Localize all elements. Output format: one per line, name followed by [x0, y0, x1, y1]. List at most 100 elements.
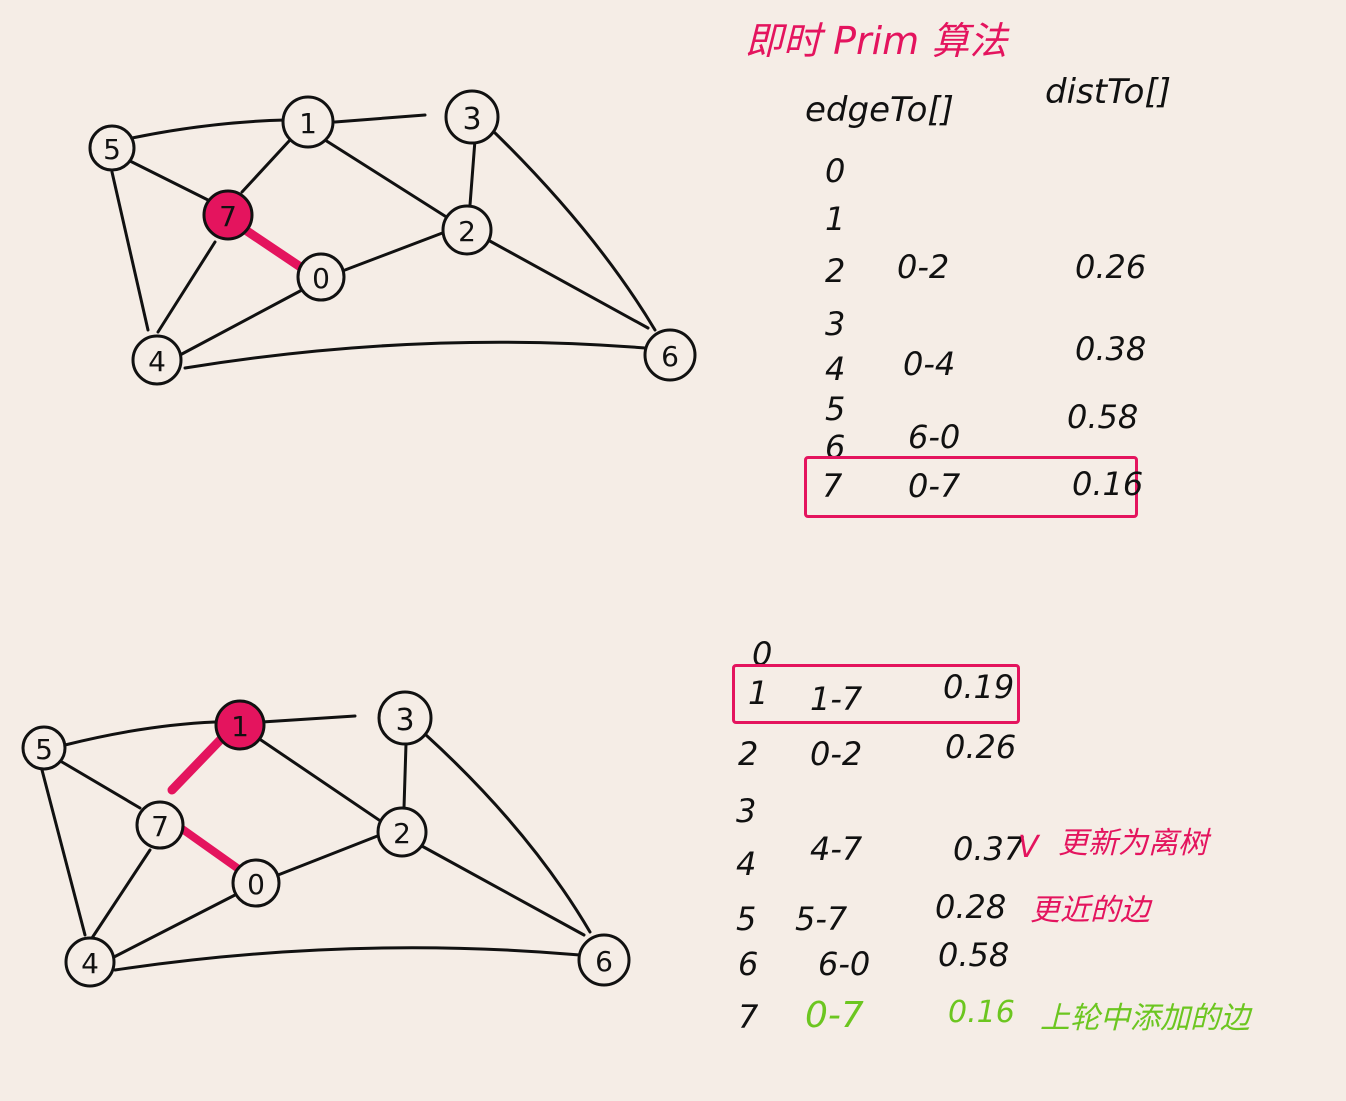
- edge-7-0-highlight: [233, 220, 307, 273]
- t2-row2-v: 2: [738, 735, 759, 773]
- svg-text:1: 1: [299, 107, 317, 140]
- edge-2-6: [486, 238, 650, 330]
- t2-row4-edge: 4-7: [810, 830, 863, 868]
- t1-row2-v: 2: [825, 252, 846, 290]
- graph2-edges: [40, 714, 592, 972]
- g2-node-1: 1: [214, 699, 266, 751]
- t1-row4-edge: 0-4: [903, 345, 956, 383]
- t2-row6-edge: 6-0: [818, 945, 871, 983]
- edge-0-4: [110, 893, 237, 960]
- g1-node-2: 2: [441, 204, 493, 256]
- page-title: 即时 Prim 算法: [745, 19, 1008, 63]
- g1-node-3: 3: [444, 89, 500, 145]
- svg-text:5: 5: [35, 733, 53, 766]
- t1-row6-edge: 6-0: [908, 418, 961, 456]
- edge-3-6: [488, 126, 657, 332]
- t1-row0-v: 0: [825, 152, 846, 190]
- t1-row6-dist: 0.58: [1067, 398, 1139, 436]
- g1-node-0: 0: [296, 252, 346, 302]
- note-last-round: 上轮中添加的边: [1040, 1001, 1250, 1036]
- edge-7-4: [90, 848, 152, 940]
- t1-row4-dist: 0.38: [1075, 330, 1147, 368]
- header-edgeto: edgeTo[]: [805, 90, 954, 130]
- t2-row6-v: 6: [738, 945, 759, 983]
- edge-5-1: [63, 720, 217, 747]
- t1-highlight-box: [804, 456, 1138, 518]
- svg-text:3: 3: [395, 703, 414, 738]
- edge-3-2: [468, 138, 477, 207]
- svg-text:6: 6: [661, 340, 679, 373]
- t2-highlight-box: [732, 664, 1020, 724]
- edge-5-7: [60, 760, 142, 810]
- t2-row1-v: 1: [748, 674, 769, 712]
- g2-node-6: 6: [577, 933, 631, 987]
- edge-5-1: [130, 118, 287, 140]
- svg-text:2: 2: [393, 817, 411, 850]
- edge-3-6: [424, 733, 592, 934]
- t2-row5-edge: 5-7: [795, 900, 848, 938]
- edge-3-2: [402, 742, 408, 810]
- g2-node-0: 0: [231, 858, 281, 908]
- svg-text:7: 7: [151, 810, 169, 843]
- t1-row2-dist: 0.26: [1075, 248, 1147, 286]
- g2-node-2: 2: [376, 806, 428, 858]
- edge-7-1-highlight: [167, 730, 230, 795]
- svg-text:4: 4: [81, 947, 99, 980]
- svg-text:3: 3: [462, 102, 481, 137]
- t2-row1-edge: 1-7: [810, 680, 863, 718]
- svg-text:1: 1: [231, 710, 249, 743]
- edge-1-3: [260, 714, 357, 724]
- t2-row3-v: 3: [736, 792, 757, 830]
- g1-node-4: 4: [131, 334, 183, 386]
- t1-row3-v: 3: [825, 305, 846, 343]
- t1-row7-edge: 0-7: [908, 467, 961, 505]
- edge-0-4: [178, 288, 304, 357]
- edge-5-7: [126, 158, 210, 202]
- svg-text:0: 0: [312, 262, 330, 295]
- edge-0-2: [343, 230, 447, 272]
- edge-1-2: [323, 138, 450, 220]
- note-update-line1: 更新为离树: [1058, 826, 1208, 861]
- svg-text:5: 5: [103, 133, 121, 166]
- g1-node-5: 5: [88, 124, 136, 172]
- edge-5-4: [110, 170, 150, 332]
- edge-4-6: [113, 946, 582, 972]
- t1-row2-edge: 0-2: [897, 248, 950, 286]
- g2-node-5: 5: [21, 725, 67, 771]
- edge-5-4: [40, 768, 87, 937]
- svg-text:0: 0: [247, 868, 265, 901]
- g2-node-3: 3: [377, 690, 433, 746]
- edge-1-3: [333, 113, 427, 124]
- t2-row5-v: 5: [736, 900, 757, 938]
- t2-row4-v: 4: [736, 845, 757, 883]
- g2-node-7: 7: [135, 800, 185, 850]
- t2-row7-dist: 0.16: [948, 995, 1015, 1030]
- svg-text:2: 2: [458, 215, 476, 248]
- t1-row4-v: 4: [825, 350, 846, 388]
- edge-7-4: [156, 240, 217, 334]
- t1-row1-v: 1: [825, 200, 846, 238]
- t2-row6-dist: 0.58: [938, 936, 1010, 974]
- t1-row5-v: 5: [825, 390, 846, 428]
- edge-1-7: [240, 138, 292, 194]
- header-distto: distTo[]: [1045, 72, 1171, 112]
- edge-4-6: [183, 340, 647, 370]
- svg-text:4: 4: [148, 345, 166, 378]
- note-update-line2: 更近的边: [1030, 893, 1150, 928]
- graph2-nodes: 5 1 3 7 2 0 4 6: [21, 690, 631, 988]
- g1-node-6: 6: [643, 328, 697, 382]
- graph1-nodes: 5 1 3 7 2 0 4 6: [88, 89, 697, 386]
- t2-row4-dist: 0.37: [953, 830, 1025, 868]
- t2-row7-edge: 0-7: [805, 995, 864, 1036]
- t2-row7-v: 7: [738, 998, 759, 1036]
- graph1-edges: [110, 113, 657, 370]
- t1-row7-dist: 0.16: [1072, 465, 1144, 503]
- edge-2-6: [418, 843, 586, 937]
- t2-row0-v: 0: [752, 635, 773, 673]
- t2-row2-edge: 0-2: [810, 735, 863, 773]
- g1-node-1: 1: [281, 95, 335, 149]
- check-mark: V: [1018, 830, 1039, 865]
- g2-node-4: 4: [64, 936, 116, 988]
- edge-7-0-highlight: [174, 822, 244, 874]
